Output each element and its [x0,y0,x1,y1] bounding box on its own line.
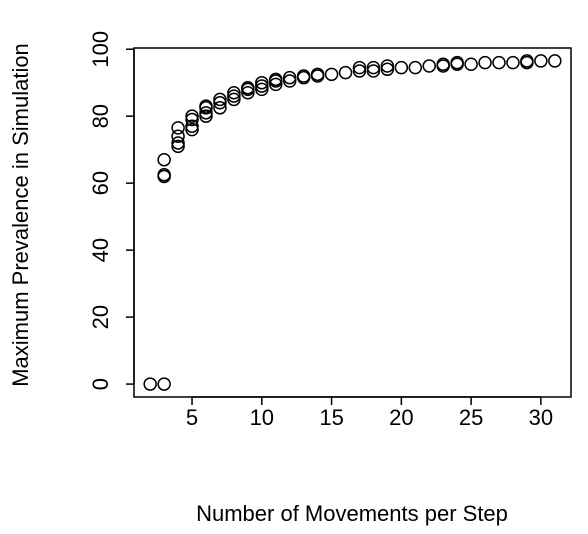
y-axis-title: Maximum Prevalence in Simulation [8,43,33,387]
x-tick-label: 5 [186,405,198,430]
point [366,64,381,78]
point [199,99,213,113]
point [534,54,548,68]
point [352,64,367,78]
point [520,54,534,68]
point [338,65,353,80]
point [269,72,283,87]
point [157,377,171,391]
x-tick-label: 10 [250,405,274,430]
point [157,168,171,182]
y-tick-label: 100 [88,31,113,68]
x-tick-label: 20 [389,405,413,430]
y-tick-label: 40 [88,238,113,262]
point [310,67,325,82]
point [366,60,381,75]
point [478,55,492,70]
point [241,80,255,95]
point [408,60,423,75]
point [199,106,213,120]
x-tick-label: 25 [459,405,483,430]
point [282,74,297,88]
point [352,60,367,75]
y-tick-label: 20 [88,305,113,329]
point [464,57,478,72]
x-tick-label: 15 [319,405,343,430]
y-tick-label: 0 [88,378,113,390]
point [492,55,506,70]
point [171,139,185,154]
plot-frame [133,47,572,398]
point [255,75,269,90]
point [255,82,269,97]
point [241,85,255,100]
point [143,377,157,391]
y-tick-label: 80 [88,104,113,128]
x-tick-label: 30 [529,405,553,430]
point [227,92,241,107]
point [548,54,562,68]
point [199,109,213,123]
point [506,55,520,70]
point [213,101,227,115]
x-axis-title: Number of Movements per Step [196,501,508,526]
point [185,112,199,127]
point [282,70,297,85]
point [380,59,395,73]
point [157,152,171,167]
point [213,92,227,107]
point [269,77,283,92]
point [185,109,199,123]
point [255,79,269,93]
point [227,85,241,100]
point [422,59,436,73]
point [380,62,395,77]
point [185,122,199,137]
y-tick-label: 60 [88,171,113,195]
point [171,121,185,135]
point [185,119,199,133]
point [213,96,227,110]
point [227,89,241,103]
point [171,136,185,150]
point [436,57,450,72]
point [171,129,185,144]
point [324,67,339,82]
point [450,55,464,70]
point [296,69,311,83]
point [394,60,409,75]
